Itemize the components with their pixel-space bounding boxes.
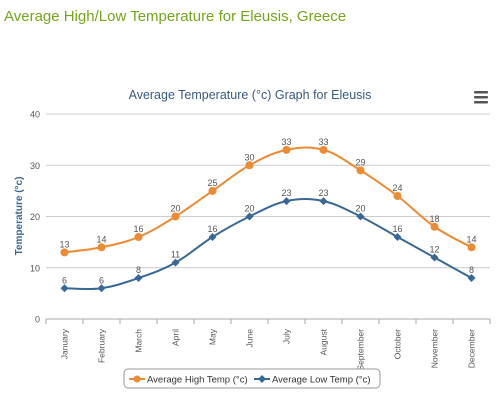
- data-label: 20: [170, 204, 180, 214]
- data-label: 12: [429, 245, 439, 255]
- y-tick-label: 0: [35, 315, 40, 325]
- y-axis-label: Temperature (°c): [14, 177, 25, 256]
- x-tick-label: November: [430, 329, 440, 368]
- data-label: 16: [133, 224, 143, 234]
- data-label: 23: [318, 188, 328, 198]
- data-label: 11: [171, 250, 180, 260]
- data-point[interactable]: [245, 161, 254, 170]
- x-tick-label: June: [245, 329, 255, 348]
- data-label: 33: [318, 137, 328, 147]
- data-label: 16: [207, 224, 217, 234]
- data-label: 24: [392, 183, 402, 193]
- data-label: 6: [99, 275, 104, 285]
- data-label: 25: [207, 178, 217, 188]
- data-label: 18: [429, 214, 439, 224]
- y-tick-label: 30: [30, 161, 40, 171]
- data-point[interactable]: [393, 192, 402, 200]
- data-labels: 13 14 16 20 25 30 33 33 29 24 18 14 6 6 8 11 16 20 23 23 20 1…: [59, 137, 476, 285]
- data-point[interactable]: [134, 274, 143, 282]
- data-point[interactable]: [356, 166, 365, 175]
- data-point[interactable]: [60, 248, 69, 257]
- x-tick-label: May: [208, 328, 218, 345]
- data-label: 20: [244, 204, 254, 214]
- temperature-chart: Average Temperature (°c) Graph for Eleus…: [0, 40, 500, 404]
- data-point[interactable]: [245, 212, 254, 221]
- legend: Average High Temp (°c) Average Low Temp …: [123, 368, 381, 389]
- x-tick-label: January: [60, 328, 70, 359]
- y-tick-label: 20: [30, 212, 40, 222]
- menu-icon[interactable]: [474, 91, 488, 104]
- data-point[interactable]: [430, 222, 439, 231]
- series-line-1: [64, 198, 472, 291]
- data-label: 20: [355, 204, 365, 214]
- data-label: 8: [469, 265, 474, 275]
- data-point[interactable]: [430, 253, 439, 262]
- data-label: 33: [281, 137, 291, 147]
- x-axis-ticks: January February March April May June July Augu…: [45, 318, 491, 371]
- y-axis-ticks: 0 10 20 30 40: [30, 110, 40, 325]
- data-point[interactable]: [467, 243, 476, 252]
- data-label: 14: [466, 234, 476, 244]
- x-tick-label: September: [356, 329, 366, 371]
- data-point[interactable]: [282, 197, 291, 206]
- legend-marker-low: [258, 375, 266, 383]
- data-point[interactable]: [319, 145, 328, 154]
- data-point[interactable]: [60, 284, 69, 293]
- data-label: 30: [244, 152, 254, 162]
- series-lines: [60, 145, 476, 293]
- data-point[interactable]: [97, 243, 106, 252]
- x-tick-label: April: [171, 329, 181, 346]
- data-point[interactable]: [282, 145, 291, 154]
- data-point[interactable]: [393, 233, 402, 241]
- legend-label-low: Average Low Temp (°c): [272, 375, 371, 386]
- grid-lines: [46, 113, 490, 320]
- data-point[interactable]: [319, 197, 328, 206]
- x-tick-label: February: [97, 328, 107, 363]
- data-point[interactable]: [97, 284, 106, 293]
- legend-marker-high: [133, 375, 141, 383]
- data-point[interactable]: [134, 233, 143, 241]
- x-tick-label: March: [134, 329, 144, 353]
- x-tick-label: December: [467, 329, 477, 368]
- data-label: 13: [59, 239, 69, 249]
- data-point[interactable]: [467, 274, 476, 282]
- chart-title: Average Temperature (°c) Graph for Eleus…: [129, 88, 372, 102]
- data-label: 6: [62, 275, 67, 285]
- y-tick-label: 40: [30, 110, 40, 120]
- data-point[interactable]: [208, 233, 217, 241]
- data-label: 29: [355, 157, 365, 167]
- x-tick-label: August: [319, 328, 329, 355]
- data-label: 16: [392, 224, 402, 234]
- page-heading: Average High/Low Temperature for Eleusis…: [4, 8, 347, 25]
- x-tick-label: July: [282, 328, 292, 344]
- data-point[interactable]: [171, 258, 180, 267]
- legend-label-high: Average High Temp (°c): [147, 375, 248, 386]
- data-point[interactable]: [208, 186, 217, 195]
- data-point[interactable]: [171, 212, 180, 221]
- legend-item-high[interactable]: Average High Temp (°c): [129, 375, 248, 386]
- chart-canvas: Average Temperature (°c) Graph for Eleus…: [14, 88, 491, 389]
- legend-item-low[interactable]: Average Low Temp (°c): [254, 375, 371, 386]
- data-point[interactable]: [356, 212, 365, 221]
- data-label: 23: [281, 188, 291, 198]
- data-label: 14: [96, 234, 106, 244]
- legend-box: [123, 368, 381, 389]
- series-line-0: [64, 146, 472, 254]
- y-tick-label: 10: [30, 263, 40, 273]
- data-label: 8: [136, 265, 141, 275]
- x-tick-label: October: [393, 329, 403, 359]
